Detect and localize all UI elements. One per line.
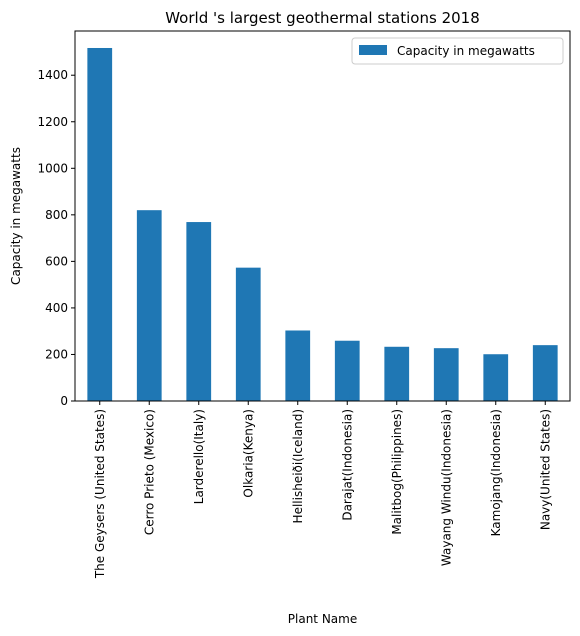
y-tick-label: 1400 bbox=[37, 68, 68, 82]
bar bbox=[235, 267, 261, 401]
legend: Capacity in megawatts bbox=[351, 37, 564, 65]
plot-frame bbox=[74, 30, 571, 402]
chart-title: World 's largest geothermal stations 201… bbox=[165, 9, 480, 27]
y-tick-label: 0 bbox=[60, 394, 68, 408]
x-tick-label: Kamojang(Indonesia) bbox=[489, 409, 503, 536]
y-tick-label: 1200 bbox=[37, 115, 68, 129]
x-tick-label: Wayang Windu(Indonesia) bbox=[439, 409, 453, 566]
x-tick-label: Darajat(Indonesia) bbox=[340, 409, 354, 521]
bar bbox=[87, 47, 113, 401]
bars-layer bbox=[87, 47, 558, 401]
y-tick-label: 200 bbox=[45, 347, 68, 361]
x-tick-label: Larderello(Italy) bbox=[192, 409, 206, 504]
x-axis-label: Plant Name bbox=[288, 612, 357, 626]
y-axis-label: Capacity in megawatts bbox=[9, 147, 23, 285]
bar bbox=[433, 348, 459, 401]
bar bbox=[186, 222, 212, 401]
x-axis: The Geysers (United States) Cerro Prieto … bbox=[93, 401, 552, 579]
bar bbox=[532, 345, 558, 401]
bar bbox=[334, 340, 360, 401]
bar bbox=[285, 330, 311, 401]
x-tick-label: Navy(United States) bbox=[538, 409, 552, 530]
legend-entry-label: Capacity in megawatts bbox=[397, 44, 535, 58]
x-tick-label: Malitbog(Philippines) bbox=[390, 409, 404, 535]
bar bbox=[483, 354, 509, 401]
bar bbox=[384, 346, 410, 401]
y-tick-label: 600 bbox=[45, 254, 68, 268]
y-tick-label: 800 bbox=[45, 208, 68, 222]
x-tick-label: Cerro Prieto (Mexico) bbox=[142, 409, 156, 535]
y-tick-label: 400 bbox=[45, 301, 68, 315]
legend-swatch bbox=[359, 45, 387, 55]
bar bbox=[136, 210, 162, 401]
x-tick-label: Hellisheiði(Iceland) bbox=[291, 409, 305, 523]
legend-box bbox=[351, 37, 564, 65]
y-axis: 0 200 400 600 800 1000 1200 1400 bbox=[37, 68, 75, 408]
x-tick-label: The Geysers (United States) bbox=[93, 409, 107, 579]
x-tick-label: Olkaria(Kenya) bbox=[241, 409, 255, 498]
y-tick-label: 1000 bbox=[37, 161, 68, 175]
